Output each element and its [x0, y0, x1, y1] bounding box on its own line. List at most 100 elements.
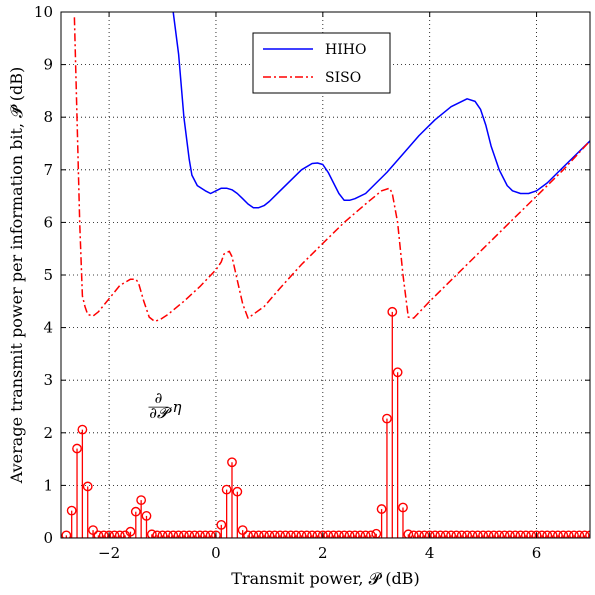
stem-marker [526, 530, 537, 538]
stem-marker [216, 519, 227, 530]
stem-marker [109, 530, 120, 538]
y-tick-label: 3 [43, 371, 53, 389]
stem-marker [446, 530, 456, 538]
legend-box [252, 32, 391, 94]
stem-marker [285, 530, 296, 538]
stem-marker [248, 530, 259, 538]
stem-marker [157, 530, 168, 538]
stem-marker [355, 530, 366, 538]
stem-marker [451, 530, 462, 538]
stem-marker [130, 506, 141, 517]
y-tick-label: 9 [43, 56, 53, 74]
y-tick-label: 1 [43, 476, 53, 494]
annotation-eta: η [172, 398, 181, 416]
stem-marker [403, 529, 414, 538]
x-tick-label: 2 [318, 544, 328, 562]
stem-marker [104, 530, 114, 538]
stem-marker [301, 530, 312, 538]
stem-marker [141, 511, 152, 521]
x-axis: −2 0 2 4 6 [98, 12, 541, 562]
stem-marker [510, 530, 521, 538]
stem-marker [456, 530, 467, 538]
stem-marker [547, 530, 558, 538]
stem-marker [408, 530, 419, 538]
stem-marker [440, 530, 451, 538]
legend-label-siso: SISO [325, 70, 361, 86]
x-tick-label: 6 [532, 544, 542, 562]
stem-marker [82, 481, 93, 492]
stem-marker [77, 424, 88, 435]
stem-marker [72, 443, 82, 454]
stem-marker [398, 502, 408, 513]
stem-marker [424, 530, 435, 538]
x-tick-label: 4 [425, 544, 435, 562]
stem-marker [136, 495, 147, 506]
stem-series-series-2 [61, 306, 590, 538]
stem-marker [478, 530, 489, 538]
stem-marker [269, 530, 280, 538]
y-tick-label: 7 [43, 161, 53, 179]
stem-marker [232, 486, 243, 497]
stem-marker [114, 530, 125, 538]
y-axis-title: Average transmit power per information b… [7, 67, 26, 485]
stem-marker [344, 530, 355, 538]
y-tick-label: 2 [43, 424, 53, 442]
stem-marker [317, 530, 328, 538]
stem-marker [430, 530, 440, 538]
y-tick-label: 4 [43, 319, 53, 337]
stem-marker [537, 530, 547, 538]
legend-label-hiho: HIHO [325, 42, 366, 58]
stem-marker [504, 530, 515, 538]
stem-marker [189, 530, 200, 538]
stem-marker [366, 530, 376, 538]
annotation-denominator: ∂𝓟 [149, 404, 172, 422]
stem-marker [98, 530, 109, 538]
stem-marker [259, 530, 269, 538]
stem-marker [168, 530, 179, 538]
stem-marker [66, 505, 77, 516]
stem-marker [387, 306, 398, 317]
series-line-siso [73, 17, 590, 323]
stem-marker [483, 530, 494, 538]
stem-marker [520, 530, 531, 538]
stem-marker [328, 530, 339, 538]
stem-marker [88, 525, 98, 536]
stem-marker [61, 530, 72, 538]
y-axis: 0 1 2 3 4 5 6 7 8 9 10 [34, 3, 590, 547]
y-tick-label: 5 [43, 266, 53, 284]
stem-marker [323, 530, 334, 538]
stem-marker [275, 530, 285, 538]
series-line-hiho [172, 12, 590, 209]
legend: HIHO SISO [252, 32, 391, 94]
stem-marker [553, 530, 563, 538]
stem-marker [152, 530, 163, 538]
stem-marker [499, 530, 510, 538]
stem-marker [237, 525, 248, 536]
stem-marker [360, 530, 371, 538]
stem-marker [515, 530, 526, 538]
stem-marker [382, 413, 392, 424]
stem-marker [494, 530, 505, 538]
stem-marker [179, 530, 189, 538]
stem-marker [211, 530, 221, 538]
stem-marker [296, 530, 307, 538]
stem-marker [392, 367, 403, 378]
stem-marker [221, 484, 232, 495]
stem-marker [419, 530, 430, 538]
x-tick-label: 0 [211, 544, 221, 562]
stem-marker [333, 530, 344, 538]
stem-marker [349, 530, 360, 538]
stem-marker [435, 530, 446, 538]
stem-marker [307, 530, 318, 538]
stem-marker [264, 530, 275, 538]
x-axis-title: Transmit power, 𝓟 (dB) [231, 569, 419, 588]
stem-marker [125, 526, 136, 537]
stem-marker [312, 530, 323, 538]
stem-marker [472, 530, 483, 538]
stem-marker [558, 530, 569, 538]
x-tick-label: −2 [98, 544, 120, 562]
y-tick-label: 10 [34, 3, 53, 21]
stem-marker [563, 530, 574, 538]
stem-marker [531, 530, 542, 538]
